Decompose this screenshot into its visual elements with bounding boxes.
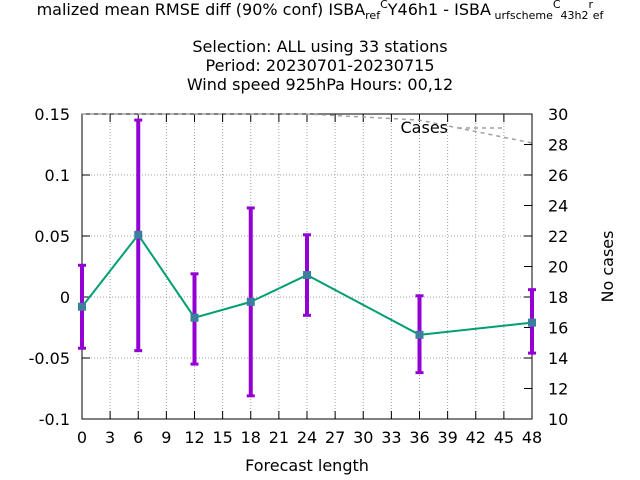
y2-tick-label: 12	[548, 380, 568, 399]
x-tick-label: 9	[161, 428, 171, 447]
y2-tick-label: 20	[548, 258, 568, 277]
x-tick-label: 15	[212, 428, 232, 447]
y-tick-label: 0	[60, 288, 70, 307]
y2-tick-label: 18	[548, 288, 568, 307]
x-tick-label: 39	[437, 428, 457, 447]
data-point	[134, 230, 143, 239]
title-segment: r	[589, 0, 594, 11]
y2-tick-label: 14	[548, 349, 568, 368]
x-tick-label: 6	[133, 428, 143, 447]
x-tick-label: 24	[297, 428, 317, 447]
y2-tick-label: 24	[548, 197, 568, 216]
y2-tick-label: 22	[548, 227, 568, 246]
x-tick-label: 42	[466, 428, 486, 447]
y-tick-label: -0.1	[39, 410, 70, 429]
title-segment: C	[553, 0, 561, 11]
y2-tick-label: 16	[548, 319, 568, 338]
data-point	[246, 297, 255, 306]
y2-tick-label: 28	[548, 136, 568, 155]
x-tick-label: 3	[105, 428, 115, 447]
x-tick-label: 33	[381, 428, 401, 447]
y2-axis-label: No cases	[598, 231, 617, 303]
y2-tick-label: 26	[548, 166, 568, 185]
x-tick-label: 0	[77, 428, 87, 447]
title-segment: urfscheme	[494, 9, 553, 22]
title-segment: Y46h1 - ISBA	[387, 0, 491, 19]
x-tick-label: 30	[353, 428, 373, 447]
title-segment: C	[380, 0, 388, 11]
y-tick-label: 0.15	[34, 105, 70, 124]
y-tick-label: -0.05	[29, 349, 70, 368]
chart-title-line-1-text: malized mean RMSE diff (90% conf) ISBAre…	[37, 0, 605, 22]
title-segment: ref	[365, 9, 381, 22]
chart-title-line-1: malized mean RMSE diff (90% conf) ISBAre…	[0, 0, 640, 26]
y-tick-label: 0.1	[45, 166, 70, 185]
x-tick-label: 36	[409, 428, 429, 447]
x-tick-label: 12	[184, 428, 204, 447]
chart-title-line-3: Period: 20230701-20230715	[205, 56, 435, 75]
x-tick-label: 18	[241, 428, 261, 447]
y-tick-label: 0.05	[34, 227, 70, 246]
chart-title-line-1-label: malized mean RMSE diff (90% conf) ISBAre…	[37, 0, 605, 22]
y2-tick-label: 10	[548, 410, 568, 429]
chart-title-line-2: Selection: ALL using 33 stations	[192, 37, 448, 56]
data-point	[415, 330, 424, 339]
x-axis-label: Forecast length	[245, 456, 369, 475]
chart-title-line-4: Wind speed 925hPa Hours: 00,12	[186, 75, 454, 94]
x-tick-label: 21	[269, 428, 289, 447]
title-segment: 43h2	[561, 9, 589, 22]
data-point	[190, 313, 199, 322]
x-tick-label: 48	[522, 428, 542, 447]
data-point	[528, 318, 536, 327]
legend-label: Cases	[401, 118, 449, 137]
title-segment: malized mean RMSE diff (90% conf) ISBA	[37, 0, 366, 19]
data-point	[78, 302, 86, 311]
cases-series-line	[82, 113, 533, 144]
y2-tick-label: 30	[548, 105, 568, 124]
x-tick-label: 45	[494, 428, 514, 447]
title-segment: ef	[593, 9, 605, 22]
data-point	[303, 271, 311, 280]
x-tick-label: 27	[325, 428, 345, 447]
